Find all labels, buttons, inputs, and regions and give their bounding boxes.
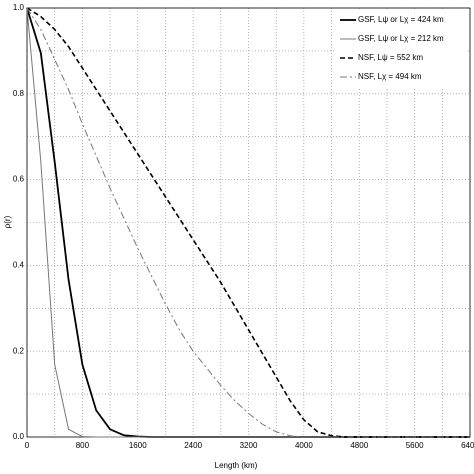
x-tick-label: 2400 — [184, 441, 202, 450]
y-tick-label: 1.0 — [13, 3, 25, 12]
y-tick-label: 0.4 — [13, 261, 25, 270]
legend-label: NSF, Lψ = 552 km — [358, 53, 423, 62]
x-tick-label: 4800 — [350, 441, 368, 450]
x-tick-label: 800 — [76, 441, 90, 450]
y-tick-label: 0.6 — [13, 175, 25, 184]
x-tick-label: 5600 — [406, 441, 424, 450]
x-tick-label: 0 — [25, 441, 30, 450]
x-tick-label: 4000 — [295, 441, 313, 450]
x-axis-label: Length (km) — [215, 461, 258, 470]
series-line — [26, 7, 470, 438]
legend-label: NSF, Lχ = 494 km — [358, 72, 422, 81]
y-axis-label: ρ(r) — [3, 215, 12, 228]
y-tick-label: 0.0 — [13, 432, 25, 441]
x-tick-label: 3200 — [240, 441, 258, 450]
series-line — [26, 7, 470, 438]
legend-label: GSF, Lψ or Lχ = 424 km — [358, 15, 444, 24]
x-tick-label: 1600 — [129, 441, 147, 450]
series-line — [26, 7, 470, 438]
y-tick-label: 0.2 — [13, 346, 25, 355]
legend-label: GSF, Lψ or Lχ = 212 km — [358, 34, 444, 43]
y-tick-label: 0.8 — [13, 89, 25, 98]
legend-box — [336, 10, 468, 88]
